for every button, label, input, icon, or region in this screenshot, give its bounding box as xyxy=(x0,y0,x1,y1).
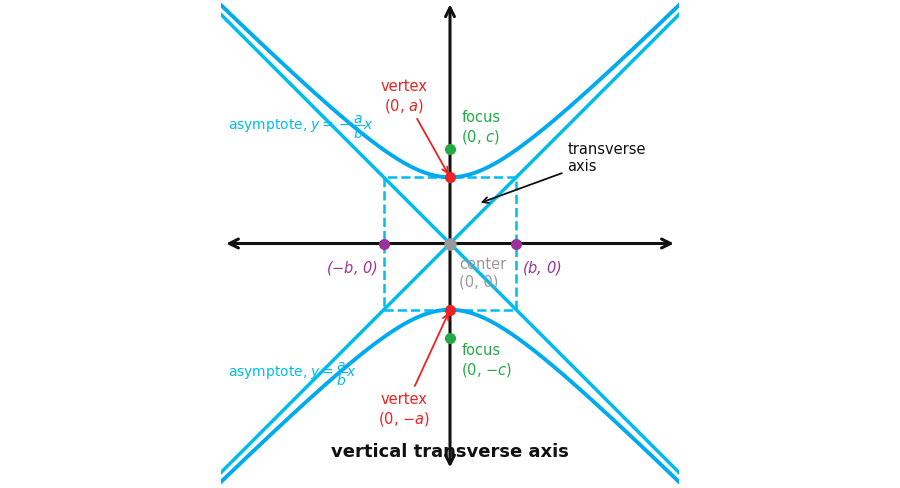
Text: transverse
axis: transverse axis xyxy=(482,142,645,203)
Text: asymptote, $y = \dfrac{a}{b}x$: asymptote, $y = \dfrac{a}{b}x$ xyxy=(229,360,357,387)
Text: vertex
(0, $-a$): vertex (0, $-a$) xyxy=(378,314,448,427)
Text: focus
(0, $c$): focus (0, $c$) xyxy=(461,110,500,146)
Text: ($b$, 0): ($b$, 0) xyxy=(522,258,562,276)
Text: ($-b$, 0): ($-b$, 0) xyxy=(326,258,378,276)
Text: asymptote, $y = -\dfrac{a}{b}x$: asymptote, $y = -\dfrac{a}{b}x$ xyxy=(229,113,374,141)
Text: vertex
(0, $a$): vertex (0, $a$) xyxy=(381,79,447,174)
Text: center
(0, 0): center (0, 0) xyxy=(459,257,507,289)
Text: focus
(0, $-c$): focus (0, $-c$) xyxy=(461,342,512,378)
Text: vertical transverse axis: vertical transverse axis xyxy=(331,442,569,460)
